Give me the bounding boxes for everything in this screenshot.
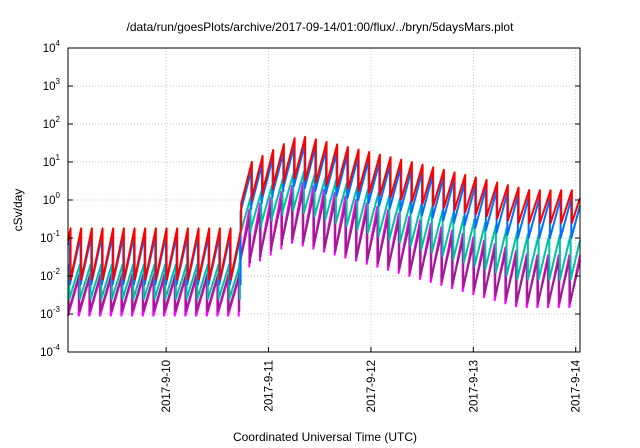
- y-tick-label: 10-3: [40, 305, 60, 321]
- x-tick-label: 2017-9-11: [264, 360, 276, 412]
- y-axis-label: cSv/day: [11, 189, 25, 232]
- series-line-3: [67, 170, 581, 300]
- y-tick-label: 101: [43, 153, 61, 169]
- y-tick-label: 10-2: [40, 267, 60, 283]
- x-tick-label: 2017-9-10: [161, 360, 173, 412]
- series-line-2: [67, 188, 581, 312]
- x-tick-labels: 2017-9-10 2017-9-11 2017-9-12 2017-9-13 2017…: [161, 347, 583, 412]
- x-tick-label: 2017-9-14: [571, 359, 583, 412]
- x-axis-label: Coordinated Universal Time (UTC): [233, 430, 417, 444]
- y-tick-label: 103: [43, 77, 61, 93]
- x-tick-label: 2017-9-13: [468, 360, 480, 412]
- chart-title: /data/run/goesPlots/archive/2017-09-14/0…: [127, 20, 515, 34]
- y-tick-label: 104: [43, 39, 61, 55]
- y-tick-label: 102: [43, 115, 61, 131]
- y-tick-label: 10-4: [40, 343, 60, 359]
- x-tick-label: 2017-9-12: [366, 360, 378, 412]
- y-tick-label: 10-1: [40, 229, 60, 245]
- y-tick-label: 100: [43, 191, 61, 207]
- series-group: [67, 135, 581, 317]
- y-tick-labels: 10-4 10-3 10-2 10-1 100 101 102 103 104: [40, 39, 580, 359]
- series-line-5: [67, 135, 581, 281]
